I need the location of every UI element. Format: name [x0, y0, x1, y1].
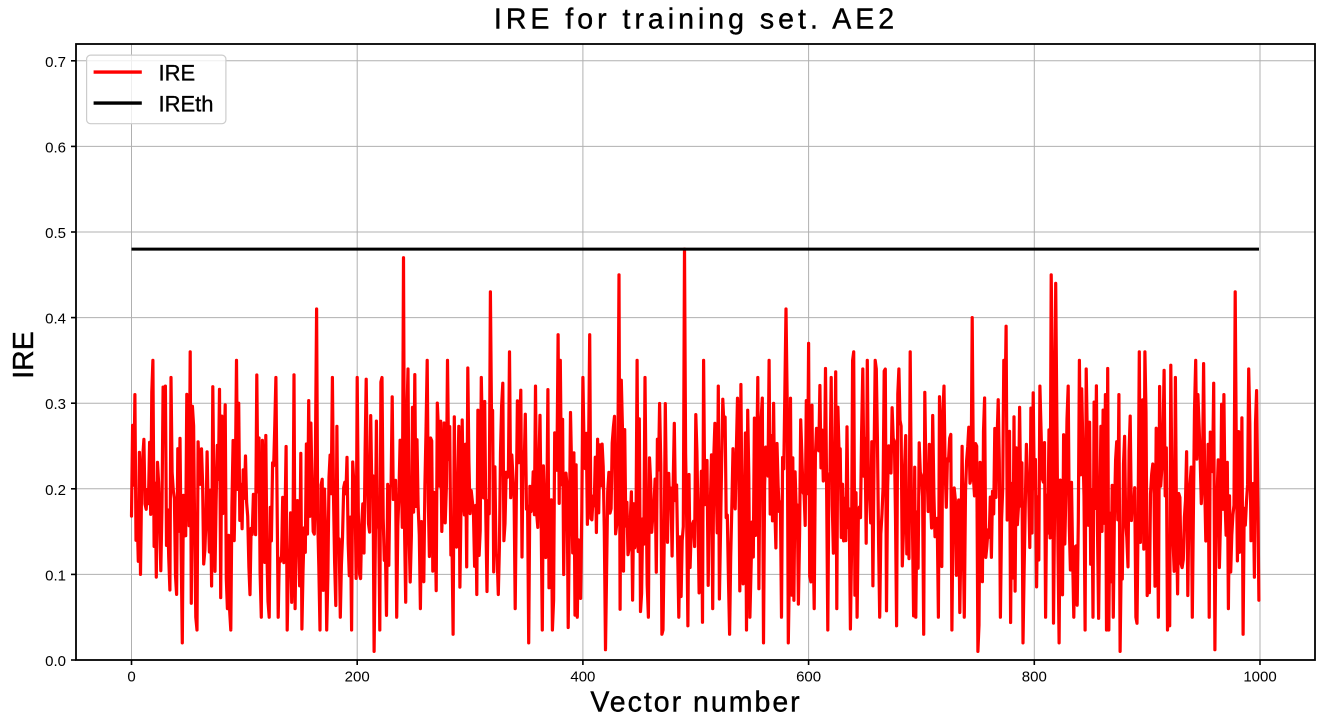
svg-text:0.4: 0.4 — [45, 311, 66, 328]
svg-text:400: 400 — [570, 669, 595, 686]
svg-text:IRE: IRE — [159, 60, 196, 85]
svg-text:IREth: IREth — [159, 91, 214, 116]
svg-text:0: 0 — [127, 669, 135, 686]
svg-text:0.0: 0.0 — [45, 653, 66, 670]
svg-text:Vector number: Vector number — [590, 687, 801, 719]
svg-text:0.2: 0.2 — [45, 482, 66, 499]
svg-text:800: 800 — [1022, 669, 1047, 686]
svg-text:IRE for training set. AE2: IRE for training set. AE2 — [494, 4, 898, 36]
svg-text:200: 200 — [345, 669, 370, 686]
svg-text:0.1: 0.1 — [45, 567, 66, 584]
svg-text:1000: 1000 — [1243, 669, 1276, 686]
svg-text:0.3: 0.3 — [45, 396, 66, 413]
svg-text:0.6: 0.6 — [45, 139, 66, 156]
svg-text:0.7: 0.7 — [45, 54, 66, 71]
svg-text:IRE: IRE — [8, 331, 40, 379]
svg-text:0.5: 0.5 — [45, 225, 66, 242]
svg-text:600: 600 — [796, 669, 821, 686]
